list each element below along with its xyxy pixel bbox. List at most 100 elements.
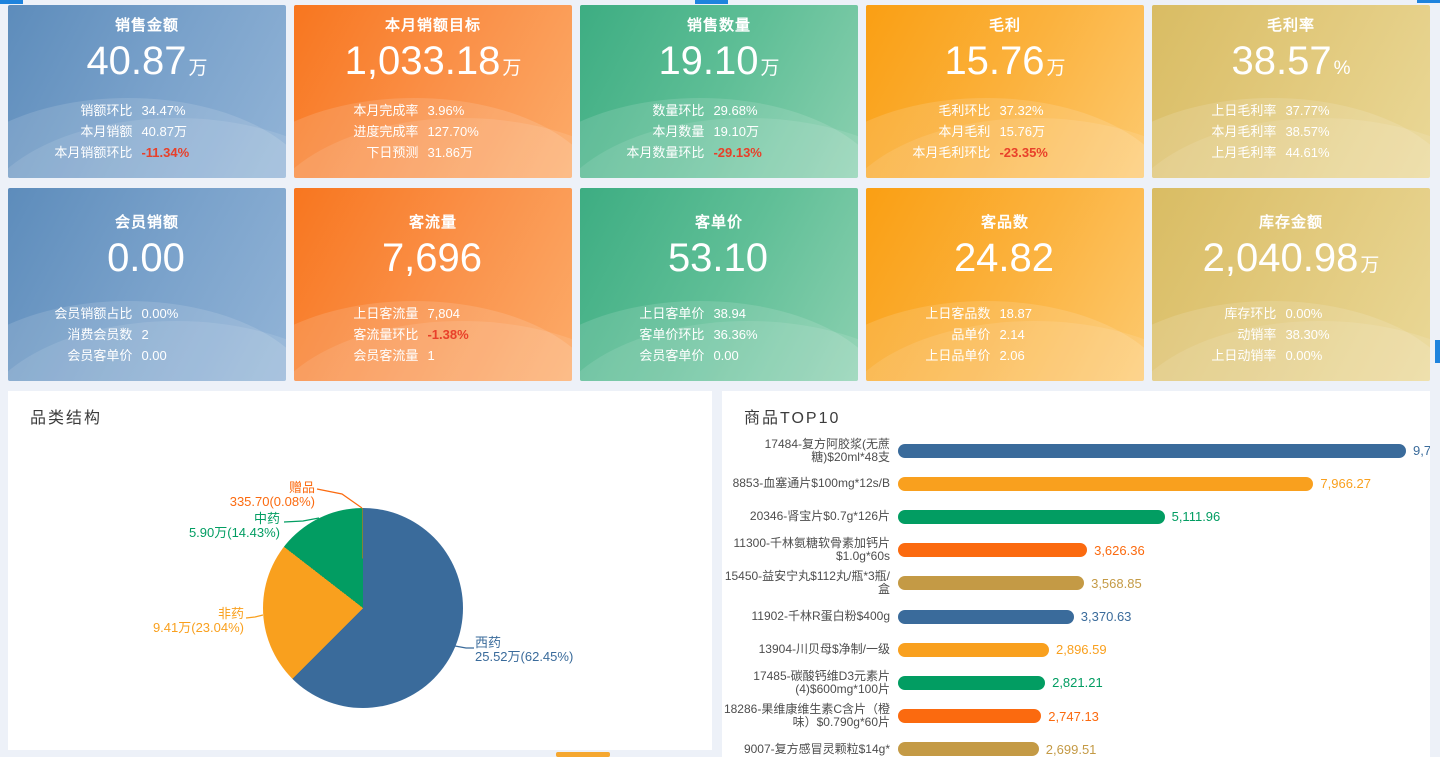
kpi-metric-value: 40.87万 — [141, 124, 187, 139]
bar-area: 3,568.85 — [898, 576, 1430, 591]
kpi-metric-value: 0.00 — [713, 348, 739, 363]
pie-label-name: 西药 — [475, 635, 502, 650]
kpi-card-title: 客品数 — [980, 214, 1029, 231]
kpi-metric-value: 1 — [427, 348, 435, 363]
bar-label: 15450-益安宁丸$112丸/瓶*3瓶/盒 — [724, 569, 890, 597]
kpi-card[interactable]: 毛利率 38.57% 上日毛利率 37.77% 本月毛利率 38.57% 上月毛利率 44.6… — [1152, 5, 1430, 178]
kpi-metric-label: 上日毛利率 — [1211, 103, 1277, 118]
kpi-metric-value: 44.61% — [1285, 145, 1330, 160]
pie-label: 西药 25.52万(62.45%) — [475, 636, 625, 664]
kpi-value-number: 15.76 — [944, 39, 1045, 83]
kpi-card[interactable]: 销售数量 19.10 万数量环比 29.68% 本月数量 19.10万 本月数量环比 -29.… — [580, 5, 858, 178]
kpi-card[interactable]: 客单价 53.10 上日客单价 38.94 客单价环比 36.36% 会员客单价 0.00 — [580, 188, 858, 381]
kpi-metric-list: 库存环比 0.00% 动销率 38.30% 上日动销率 0.00% — [1152, 303, 1430, 366]
kpi-metric-value: 2 — [141, 327, 149, 342]
kpi-metric-value: 2.14 — [999, 327, 1025, 342]
bar[interactable] — [898, 543, 1088, 558]
kpi-metric-row: 上日客流量 7,804 — [294, 303, 572, 324]
bar[interactable] — [898, 642, 1049, 657]
bar-area: 5,111.96 — [898, 509, 1430, 524]
pie-label-name: 中药 — [253, 511, 280, 526]
kpi-card-value: 15.76 万 — [866, 38, 1144, 92]
kpi-metric-label: 销额环比 — [80, 103, 133, 118]
kpi-card[interactable]: 库存金额 2,040.98 万库存环比 0.00% 动销率 38.30% 上日动销率 0.00… — [1152, 188, 1430, 381]
kpi-metric-row: 消费会员数 2 — [8, 324, 286, 345]
bar-label: 17485-碳酸钙维D3元素片(4)$600mg*100片 — [753, 668, 890, 696]
kpi-value-unit: 万 — [188, 58, 208, 79]
kpi-metric-value: 38.30% — [1285, 327, 1330, 342]
bar[interactable] — [898, 709, 1042, 724]
kpi-metric-row: 客流量环比 -1.38% — [294, 324, 572, 345]
kpi-card[interactable]: 客流量 7,696 上日客流量 7,804 客流量环比 -1.38% 会员客流量 1 — [294, 188, 572, 381]
kpi-card-title: 客流量 — [408, 214, 457, 231]
bar-value: 2,821.21 — [1052, 675, 1103, 691]
kpi-card-title: 毛利率 — [1266, 17, 1315, 34]
bar-value: 9,741.71 — [1413, 443, 1430, 459]
bar-label: 9007-复方感冒灵颗粒$14g* — [743, 741, 890, 756]
kpi-metric-row: 会员客流量 1 — [294, 345, 572, 366]
panel-title: 品类结构 — [30, 410, 103, 427]
kpi-metric-list: 会员销额占比 0.00% 消费会员数 2 会员客单价 0.00 — [8, 303, 286, 366]
kpi-metric-label: 本月数量环比 — [626, 145, 705, 160]
bar-area: 2,699.51 — [898, 742, 1430, 757]
kpi-metric-row: 上日客单价 38.94 — [580, 303, 858, 324]
bar-value: 2,699.51 — [1045, 741, 1097, 757]
bar-area: 7,966.27 — [898, 476, 1430, 491]
bar-row: 11902-千林R蛋白粉$400g 3,370.63 — [722, 600, 1430, 633]
bar[interactable] — [898, 476, 1314, 491]
kpi-metric-list: 毛利环比 37.32% 本月毛利 15.76万 本月毛利环比 -23.35% — [866, 100, 1144, 163]
bar[interactable] — [898, 609, 1074, 624]
bar[interactable] — [898, 675, 1046, 690]
kpi-metric-list: 本月完成率 3.96% 进度完成率 127.70% 下日预测 31.86万 — [294, 100, 572, 163]
kpi-card[interactable]: 销售金额 40.87 万销额环比 34.47% 本月销额 40.87万 本月销额环比 -11.… — [8, 5, 286, 178]
pie-label: 中药 5.90万(14.43%) — [100, 512, 280, 540]
kpi-card-value: 2,040.98 万 — [1152, 235, 1430, 289]
kpi-value-number: 7,696 — [381, 236, 483, 280]
bar[interactable] — [898, 576, 1085, 591]
kpi-metric-row: 动销率 38.30% — [1152, 324, 1430, 345]
bar-row: 8853-血塞通片$100mg*12s/B 7,966.27 — [722, 467, 1430, 500]
bar-area: 2,821.21 — [898, 675, 1430, 690]
bar-area: 9,741.71 — [898, 443, 1430, 458]
bar-label: 20346-肾宝片$0.7g*126片 — [749, 509, 890, 524]
kpi-metric-row: 上日动销率 0.00% — [1152, 345, 1430, 366]
kpi-metric-value: 31.86万 — [427, 145, 473, 160]
kpi-metric-label: 上日客流量 — [353, 306, 419, 321]
bar-area: 3,626.36 — [898, 543, 1430, 558]
bar-value: 3,370.63 — [1080, 609, 1132, 625]
kpi-card[interactable]: 客品数 24.82 上日客品数 18.87 品单价 2.14 上日品单价 2.06 — [866, 188, 1144, 381]
kpi-metric-label: 上日品单价 — [925, 348, 991, 363]
top-left-scroll-indicator — [0, 0, 23, 4]
category-pie[interactable] — [263, 508, 463, 708]
kpi-card[interactable]: 毛利 15.76 万毛利环比 37.32% 本月毛利 15.76万 本月毛利环比 -23.35… — [866, 5, 1144, 178]
bar[interactable] — [898, 509, 1165, 524]
bar-value: 2,747.13 — [1048, 708, 1099, 724]
kpi-metric-value: 0.00% — [1285, 348, 1323, 363]
kpi-metric-value: 34.47% — [141, 103, 186, 118]
panel-title: 商品TOP10 — [744, 410, 841, 427]
bar-row: 20346-肾宝片$0.7g*126片 5,111.96 — [722, 500, 1430, 533]
kpi-metric-label: 会员客单价 — [639, 348, 705, 363]
kpi-value-unit: % — [1333, 58, 1351, 79]
bottom-scrollbar-thumb[interactable] — [556, 752, 610, 757]
kpi-card[interactable]: 会员销额 0.00 会员销额占比 0.00% 消费会员数 2 会员客单价 0.00 — [8, 188, 286, 381]
kpi-card-title: 销售金额 — [114, 17, 179, 34]
kpi-metric-label: 本月销额 — [80, 124, 133, 139]
bar[interactable] — [898, 443, 1406, 458]
bar-row: 18286-果维康维生素C含片（橙味）$0.790g*60片 2,747.13 — [722, 700, 1430, 733]
kpi-metric-row: 上日品单价 2.06 — [866, 345, 1144, 366]
bar[interactable] — [898, 742, 1039, 757]
kpi-metric-value: 2.06 — [999, 348, 1025, 363]
right-scrollbar-thumb[interactable] — [1435, 340, 1440, 363]
bar-row: 11300-千林氨糖软骨素加钙片$1.0g*60s 3,626.36 — [722, 534, 1430, 567]
kpi-metric-label: 本月数量 — [652, 124, 705, 139]
bar-value: 2,896.59 — [1056, 642, 1107, 658]
kpi-metric-list: 上日客单价 38.94 客单价环比 36.36% 会员客单价 0.00 — [580, 303, 858, 366]
kpi-metric-label: 上月毛利率 — [1211, 145, 1277, 160]
bar-row: 9007-复方感冒灵颗粒$14g* 2,699.51 — [722, 733, 1430, 757]
kpi-metric-row: 本月毛利率 38.57% — [1152, 121, 1430, 142]
top-center-scroll-indicator — [695, 0, 728, 4]
kpi-card[interactable]: 本月销额目标 1,033.18 万本月完成率 3.96% 进度完成率 127.70% 下日预… — [294, 5, 572, 178]
kpi-value-number: 2,040.98 — [1202, 236, 1359, 280]
kpi-metric-row: 本月销额 40.87万 — [8, 121, 286, 142]
